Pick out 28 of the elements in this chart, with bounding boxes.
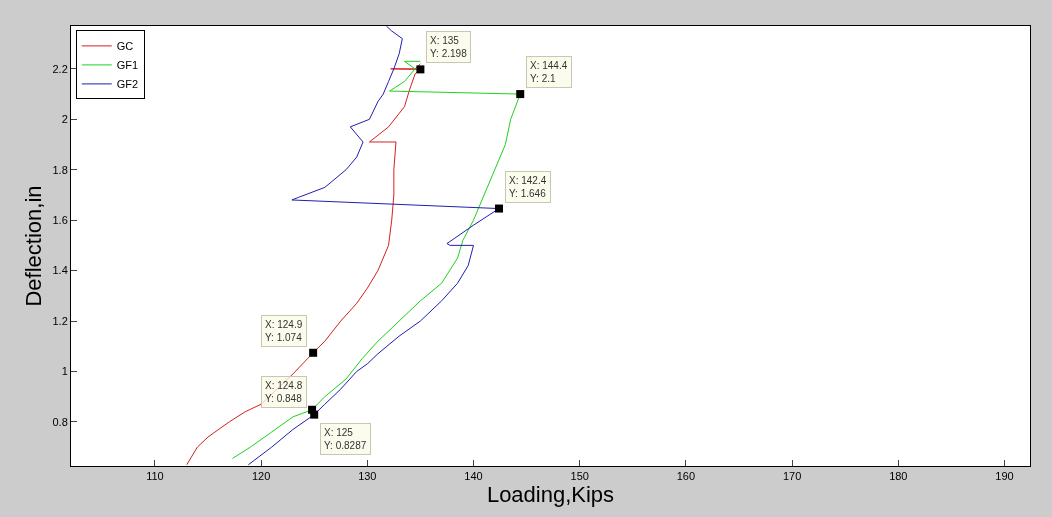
annotation: X: 125 Y: 0.8287 — [324, 427, 367, 451]
annotation: X: 144.4 Y: 2.1 — [530, 60, 568, 84]
y-tick-label: 1 — [61, 365, 68, 378]
x-tick-label: 170 — [782, 470, 802, 483]
x-tick-label: 190 — [995, 470, 1014, 483]
annotation: X: 124.9 Y: 1.074 — [265, 319, 303, 343]
y-tick-label: 2 — [61, 113, 68, 126]
x-tick-label: 120 — [251, 470, 271, 483]
y-tick-label: 1.4 — [52, 264, 68, 277]
x-axis-title: Loading,Kips — [486, 482, 615, 508]
x-tick-label: 160 — [676, 470, 696, 483]
legend-label: GF1 — [116, 59, 139, 72]
legend-label: GF2 — [116, 78, 139, 91]
x-tick-label: 130 — [358, 470, 377, 483]
y-axis-title: Deflection,in — [21, 185, 47, 307]
annotation: X: 124.8 Y: 0.848 — [265, 380, 303, 404]
legend-label: GC — [116, 40, 134, 53]
x-tick-label: 110 — [146, 470, 164, 483]
y-tick-label: 0.8 — [52, 415, 68, 428]
y-tick-label: 1.8 — [52, 163, 68, 176]
y-tick-label: 1.6 — [52, 214, 68, 226]
annotation: X: 135 Y: 2.198 — [430, 35, 468, 59]
y-tick-label: 1.2 — [52, 314, 68, 327]
annotation: X: 142.4 Y: 1.646 — [509, 175, 547, 199]
x-tick-label: 150 — [570, 470, 589, 483]
y-tick-label: 2.2 — [52, 62, 68, 75]
x-tick-label: 180 — [889, 470, 908, 483]
x-tick-label: 140 — [464, 470, 483, 483]
